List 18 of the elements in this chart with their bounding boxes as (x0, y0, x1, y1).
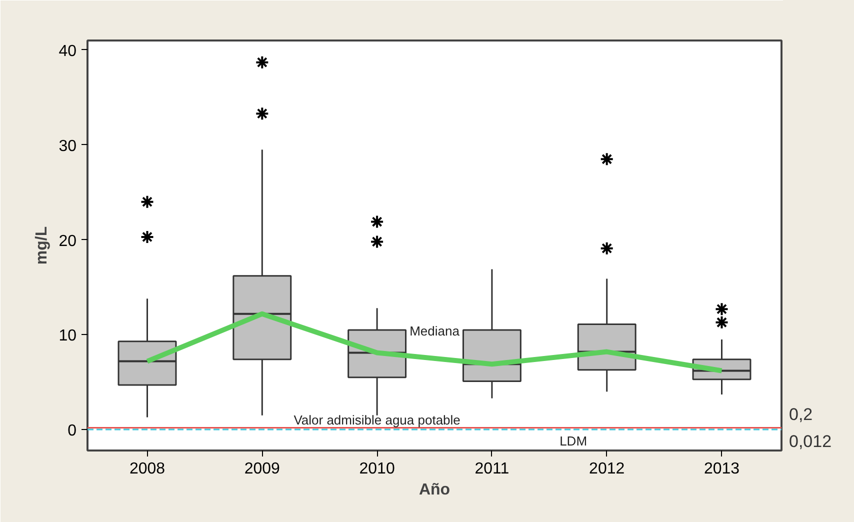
y-tick-label: 10 (58, 328, 77, 345)
x-tick-label: 2009 (244, 460, 280, 478)
x-axis-title: Año (418, 482, 450, 498)
series-label: Mediana (410, 324, 460, 339)
y-tick-label: 40 (58, 42, 77, 60)
y-tick-label: 30 (58, 138, 77, 155)
x-tick-label: 2012 (589, 460, 625, 478)
y-axis-title: mg/L (34, 226, 51, 265)
x-tick-label: 2011 (474, 460, 510, 478)
annotation: Valor admisible agua potable (294, 412, 460, 428)
x-tick-label: 2013 (704, 460, 740, 478)
y-tick-label: 0 (68, 422, 77, 440)
annotation: LDM (560, 434, 588, 448)
ref-line-label: 0,012 (789, 431, 832, 453)
x-tick-label: 2008 (129, 460, 166, 478)
x-tick-label: 2010 (359, 460, 395, 478)
ref-line-label: 0,2 (789, 404, 813, 426)
y-tick-label: 20 (58, 232, 77, 250)
